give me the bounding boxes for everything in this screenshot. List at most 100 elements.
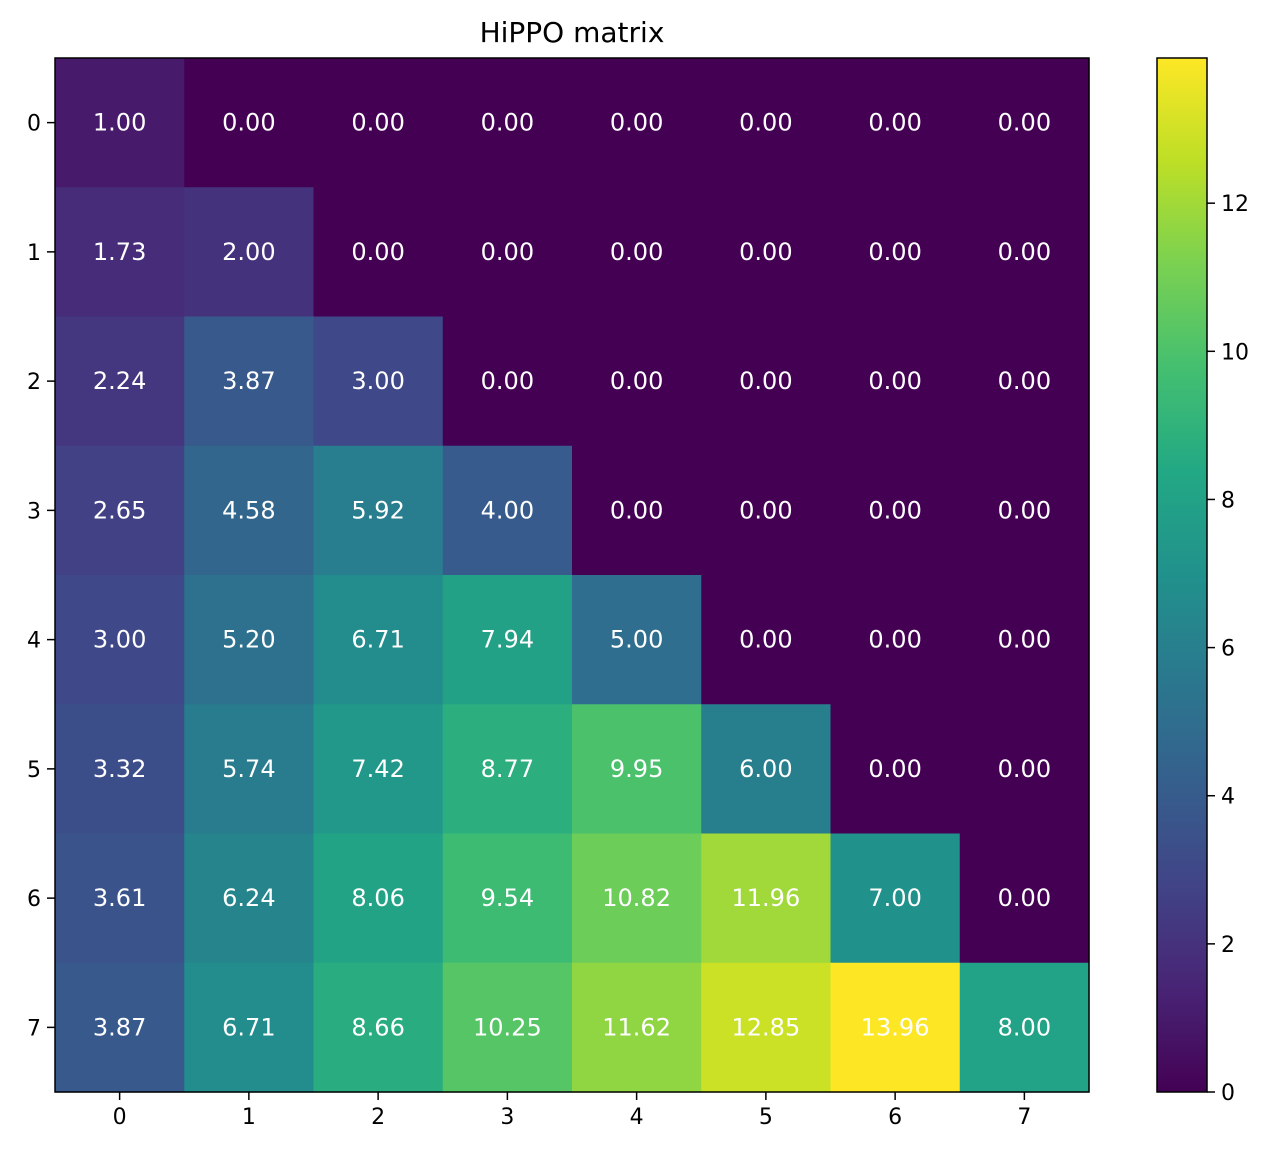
heatmap-cell — [184, 445, 315, 576]
cell-value-label: 0.00 — [739, 109, 792, 137]
cell-value-label: 0.00 — [481, 238, 534, 266]
cell-value-label: 3.00 — [351, 367, 404, 395]
cell-value-label: 12.85 — [732, 1013, 801, 1041]
heatmap-cell — [572, 833, 702, 964]
y-tick-label: 0 — [27, 112, 41, 137]
heatmap-cell — [184, 316, 315, 447]
cell-value-label: 0.00 — [998, 755, 1051, 783]
heatmap-cells — [55, 58, 1090, 1093]
heatmap-cell — [55, 704, 185, 835]
heatmap-cell — [55, 575, 185, 705]
heatmap-cell — [701, 962, 832, 1093]
cell-value-label: 0.00 — [998, 626, 1051, 654]
colorbar — [1156, 57, 1208, 1093]
colorbar-tick-label: 8 — [1221, 488, 1235, 513]
heatmap-cell — [830, 187, 961, 318]
x-tick-label: 5 — [759, 1105, 773, 1130]
y-tick-label: 4 — [27, 629, 41, 654]
heatmap-cell — [959, 316, 1090, 447]
cell-value-label: 11.62 — [602, 1013, 671, 1041]
heatmap-cell — [830, 445, 961, 576]
cell-value-label: 0.00 — [868, 367, 921, 395]
cell-value-label: 0.00 — [222, 109, 275, 137]
heatmap-cell — [442, 58, 573, 188]
heatmap-cell — [55, 316, 185, 447]
heatmap-cell — [55, 58, 185, 188]
cell-value-label: 4.58 — [222, 496, 275, 524]
chart-title: HiPPO matrix — [480, 16, 665, 49]
heatmap-cell — [830, 962, 961, 1093]
cell-value-label: 2.00 — [222, 238, 275, 266]
heatmap-cell — [442, 575, 573, 705]
heatmap-cell — [442, 704, 573, 835]
colorbar-tick-label: 4 — [1221, 785, 1235, 810]
cell-value-label: 6.24 — [222, 884, 275, 912]
heatmap-cell — [313, 704, 444, 835]
y-tick-label: 5 — [27, 758, 41, 783]
cell-value-label: 0.00 — [351, 109, 404, 137]
x-tick-label: 4 — [630, 1105, 644, 1130]
cell-value-label: 0.00 — [998, 884, 1051, 912]
heatmap-cell — [701, 575, 832, 705]
cell-value-label: 0.00 — [868, 238, 921, 266]
x-tick-label: 0 — [113, 1105, 127, 1130]
cell-value-label: 0.00 — [998, 496, 1051, 524]
cell-value-label: 5.74 — [222, 755, 275, 783]
x-tick-label: 3 — [500, 1105, 514, 1130]
heatmap-cell — [959, 704, 1090, 835]
heatmap-cell — [572, 187, 702, 318]
heatmap-cell — [830, 704, 961, 835]
heatmap-cell — [830, 575, 961, 705]
heatmap-cell — [313, 187, 444, 318]
heatmap-cell — [959, 575, 1090, 705]
y-tick-label: 1 — [27, 241, 41, 266]
heatmap-cell — [313, 58, 444, 188]
colorbar-tick-label: 2 — [1221, 933, 1235, 958]
y-axis: 0 1 2 3 4 5 6 7 — [27, 112, 55, 1041]
heatmap-cell — [830, 58, 961, 188]
cell-value-label: 9.54 — [481, 884, 534, 912]
heatmap-cell — [184, 962, 315, 1093]
x-tick-label: 1 — [242, 1105, 256, 1130]
cell-value-label: 7.00 — [868, 884, 921, 912]
heatmap-cell — [572, 575, 702, 705]
heatmap-cell — [959, 58, 1090, 188]
cell-value-label: 1.73 — [93, 238, 146, 266]
cell-value-label: 3.32 — [93, 755, 146, 783]
heatmap-cell — [701, 445, 832, 576]
cell-value-label: 0.00 — [868, 626, 921, 654]
cell-value-label: 0.00 — [610, 109, 663, 137]
cell-labels: 1.00 0.00 0.00 0.00 0.00 0.00 0.00 0.00 1.73 2.00… — [93, 109, 1051, 1042]
heatmap-cell — [55, 962, 185, 1093]
heatmap-cell — [313, 445, 444, 576]
cell-value-label: 0.00 — [739, 626, 792, 654]
heatmap-cell — [572, 58, 702, 188]
heatmap-cell — [184, 704, 315, 835]
heatmap-cell — [701, 704, 832, 835]
heatmap-cell — [55, 445, 185, 576]
colorbar-tick-label: 6 — [1221, 637, 1235, 662]
cell-value-label: 5.92 — [351, 496, 404, 524]
colorbar-tick-label: 12 — [1221, 192, 1249, 217]
cell-value-label: 2.24 — [93, 367, 146, 395]
heatmap-cell — [959, 833, 1090, 964]
heatmap-cell — [55, 833, 185, 964]
heatmap-cell — [959, 962, 1090, 1093]
colorbar-tick-label: 10 — [1221, 340, 1249, 365]
cell-value-label: 8.00 — [998, 1013, 1051, 1041]
cell-value-label: 0.00 — [868, 109, 921, 137]
colorbar-axis: 0 2 4 6 8 10 12 — [1207, 192, 1249, 1106]
heatmap-cell — [572, 445, 702, 576]
cell-value-label: 0.00 — [739, 496, 792, 524]
heatmap-cell — [313, 833, 444, 964]
cell-value-label: 3.00 — [93, 626, 146, 654]
heatmap-cell — [959, 445, 1090, 576]
cell-value-label: 4.00 — [481, 496, 534, 524]
cell-value-label: 5.20 — [222, 626, 275, 654]
cell-value-label: 3.61 — [93, 884, 146, 912]
cell-value-label: 0.00 — [739, 367, 792, 395]
heatmap-cell — [572, 962, 702, 1093]
heatmap-cell — [830, 316, 961, 447]
cell-value-label: 6.71 — [222, 1013, 275, 1041]
cell-value-label: 10.82 — [602, 884, 671, 912]
